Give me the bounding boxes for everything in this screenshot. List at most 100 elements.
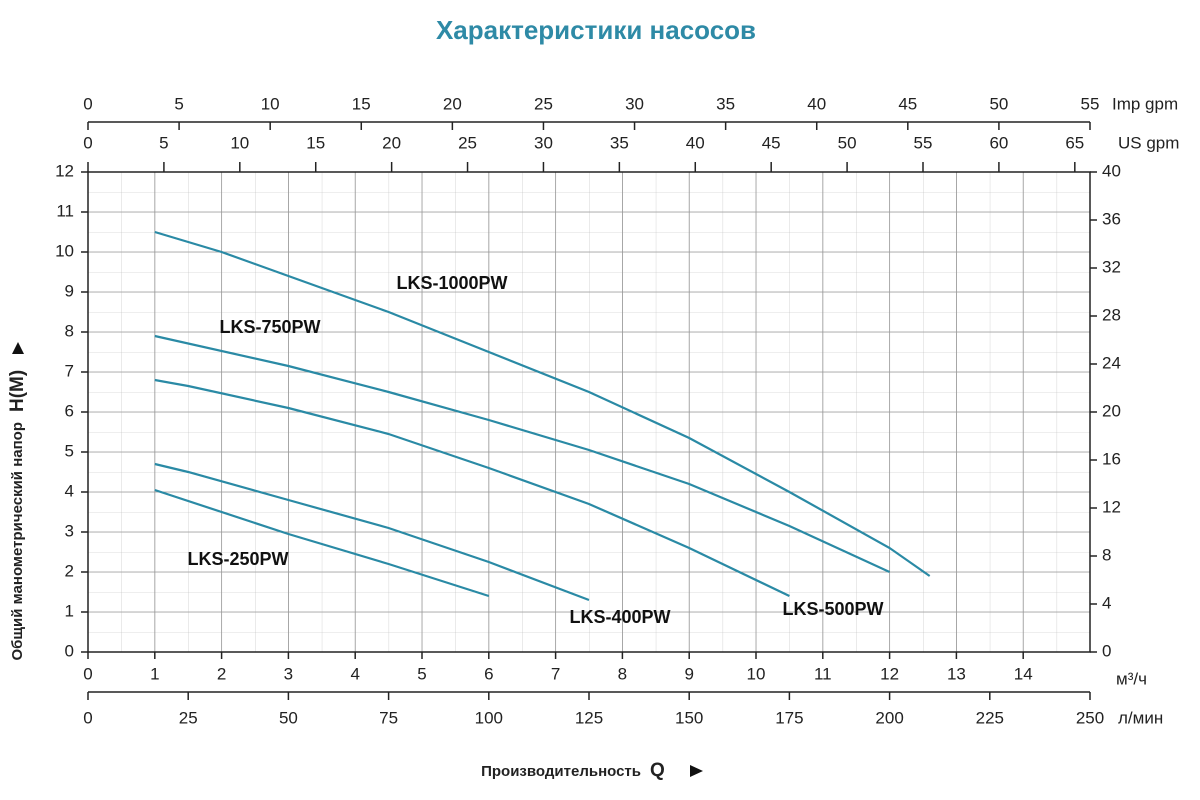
curve (154, 334, 891, 573)
y-tick-label: 6 (65, 401, 74, 420)
x-axis-label: Производительность (481, 763, 641, 780)
x-tick-label: 1 (150, 664, 159, 683)
x3-tick-label: 20 (382, 133, 401, 152)
y-tick-label: 4 (65, 481, 74, 500)
x2-tick-label: 225 (976, 708, 1004, 727)
x-tick-label: 10 (747, 664, 766, 683)
x2-unit: л/мин (1118, 708, 1163, 727)
y2-tick-label: 16 (1102, 449, 1121, 468)
x2-tick-label: 100 (475, 708, 503, 727)
x-tick-label: 12 (880, 664, 899, 683)
x3-tick-label: 65 (1065, 133, 1084, 152)
x4-tick-label: 25 (534, 94, 553, 113)
arrow (690, 765, 703, 777)
x-tick-label: 7 (551, 664, 560, 683)
x4-tick-label: 40 (807, 94, 826, 113)
y-tick-label: 2 (65, 561, 74, 580)
x3-tick-label: 10 (230, 133, 249, 152)
x-tick-label: 14 (1014, 664, 1033, 683)
x-tick-label: 6 (484, 664, 493, 683)
y-tick-label: 1 (65, 601, 74, 620)
y-tick-label: 7 (65, 361, 74, 380)
x-unit: м³/ч (1116, 669, 1147, 688)
x2-tick-label: 150 (675, 708, 703, 727)
x-tick-label: 4 (350, 664, 359, 683)
x2-tick-label: 175 (775, 708, 803, 727)
x4-tick-label: 35 (716, 94, 735, 113)
x3-unit: US gpm (1118, 133, 1179, 152)
y2-tick-label: 4 (1102, 593, 1111, 612)
x-tick-label: 13 (947, 664, 966, 683)
x3-tick-label: 0 (83, 133, 92, 152)
y-axis-title: Общий манометрический напор H(M) (7, 342, 28, 661)
y-tick-label: 10 (55, 241, 74, 260)
y-tick-label: 3 (65, 521, 74, 540)
y2-tick-label: 40 (1102, 161, 1121, 180)
y-axis-label: Общий манометрический напор (9, 422, 26, 661)
x3-tick-label: 40 (686, 133, 705, 152)
y2-tick-label: 0 (1102, 641, 1111, 660)
series-label: LKS-250PW (187, 549, 288, 569)
x4-tick-label: 50 (989, 94, 1008, 113)
x-tick-label: 2 (217, 664, 226, 683)
curve (154, 488, 490, 598)
y-tick-label: 0 (65, 641, 74, 660)
x-tick-label: 8 (618, 664, 627, 683)
x3-tick-label: 60 (989, 133, 1008, 152)
x4-tick-label: 15 (352, 94, 371, 113)
x4-tick-label: 5 (174, 94, 183, 113)
x4-unit: Imp gpm (1112, 94, 1178, 113)
y2-tick-label: 24 (1102, 353, 1121, 372)
y-tick-label: 5 (65, 441, 74, 460)
y2-tick-label: 36 (1102, 209, 1121, 228)
x-tick-label: 9 (684, 664, 693, 683)
y2-tick-label: 12 (1102, 497, 1121, 516)
x4-tick-label: 45 (898, 94, 917, 113)
x4-tick-label: 30 (625, 94, 644, 113)
curve (154, 462, 590, 602)
series-label: LKS-400PW (569, 607, 670, 627)
x3-tick-label: 50 (838, 133, 857, 152)
x2-tick-label: 75 (379, 708, 398, 727)
x-tick-label: 3 (284, 664, 293, 683)
plot-frame (87, 171, 1091, 653)
x2-tick-label: 0 (83, 708, 92, 727)
chart-title: Характеристики насосов (436, 15, 756, 45)
x3-tick-label: 30 (534, 133, 553, 152)
x2-tick-label: 200 (875, 708, 903, 727)
y2-tick-label: 20 (1102, 401, 1121, 420)
x3-tick-label: 25 (458, 133, 477, 152)
x-tick-label: 5 (417, 664, 426, 683)
y-tick-label: 8 (65, 321, 74, 340)
y2-tick-label: 32 (1102, 257, 1121, 276)
x4-tick-label: 10 (261, 94, 280, 113)
x2-tick-label: 25 (179, 708, 198, 727)
x-tick-label: 11 (814, 664, 832, 683)
x2-tick-label: 50 (279, 708, 298, 727)
y2-tick-label: 28 (1102, 305, 1121, 324)
x3-tick-label: 35 (610, 133, 629, 152)
x4-tick-label: 0 (83, 94, 92, 113)
arrow (12, 342, 24, 354)
x3-tick-label: 15 (306, 133, 325, 152)
series-label: LKS-500PW (782, 599, 883, 619)
y-tick-label: 12 (55, 161, 74, 180)
x2-tick-label: 250 (1076, 708, 1104, 727)
series-label: LKS-1000PW (396, 273, 507, 293)
x3-tick-label: 5 (159, 133, 168, 152)
x4-tick-label: 55 (1081, 94, 1100, 113)
curve (154, 230, 931, 577)
x-tick-label: 0 (83, 664, 92, 683)
curve (154, 378, 790, 597)
y-axis-symbol: H(M) (7, 370, 28, 412)
x-axis-symbol: Q (650, 760, 665, 781)
y2-tick-label: 8 (1102, 545, 1111, 564)
x3-tick-label: 45 (762, 133, 781, 152)
x4-tick-label: 20 (443, 94, 462, 113)
y-tick-label: 9 (65, 281, 74, 300)
series-label: LKS-750PW (219, 317, 320, 337)
x2-tick-label: 125 (575, 708, 603, 727)
x3-tick-label: 55 (914, 133, 933, 152)
y-tick-label: 11 (56, 201, 74, 220)
